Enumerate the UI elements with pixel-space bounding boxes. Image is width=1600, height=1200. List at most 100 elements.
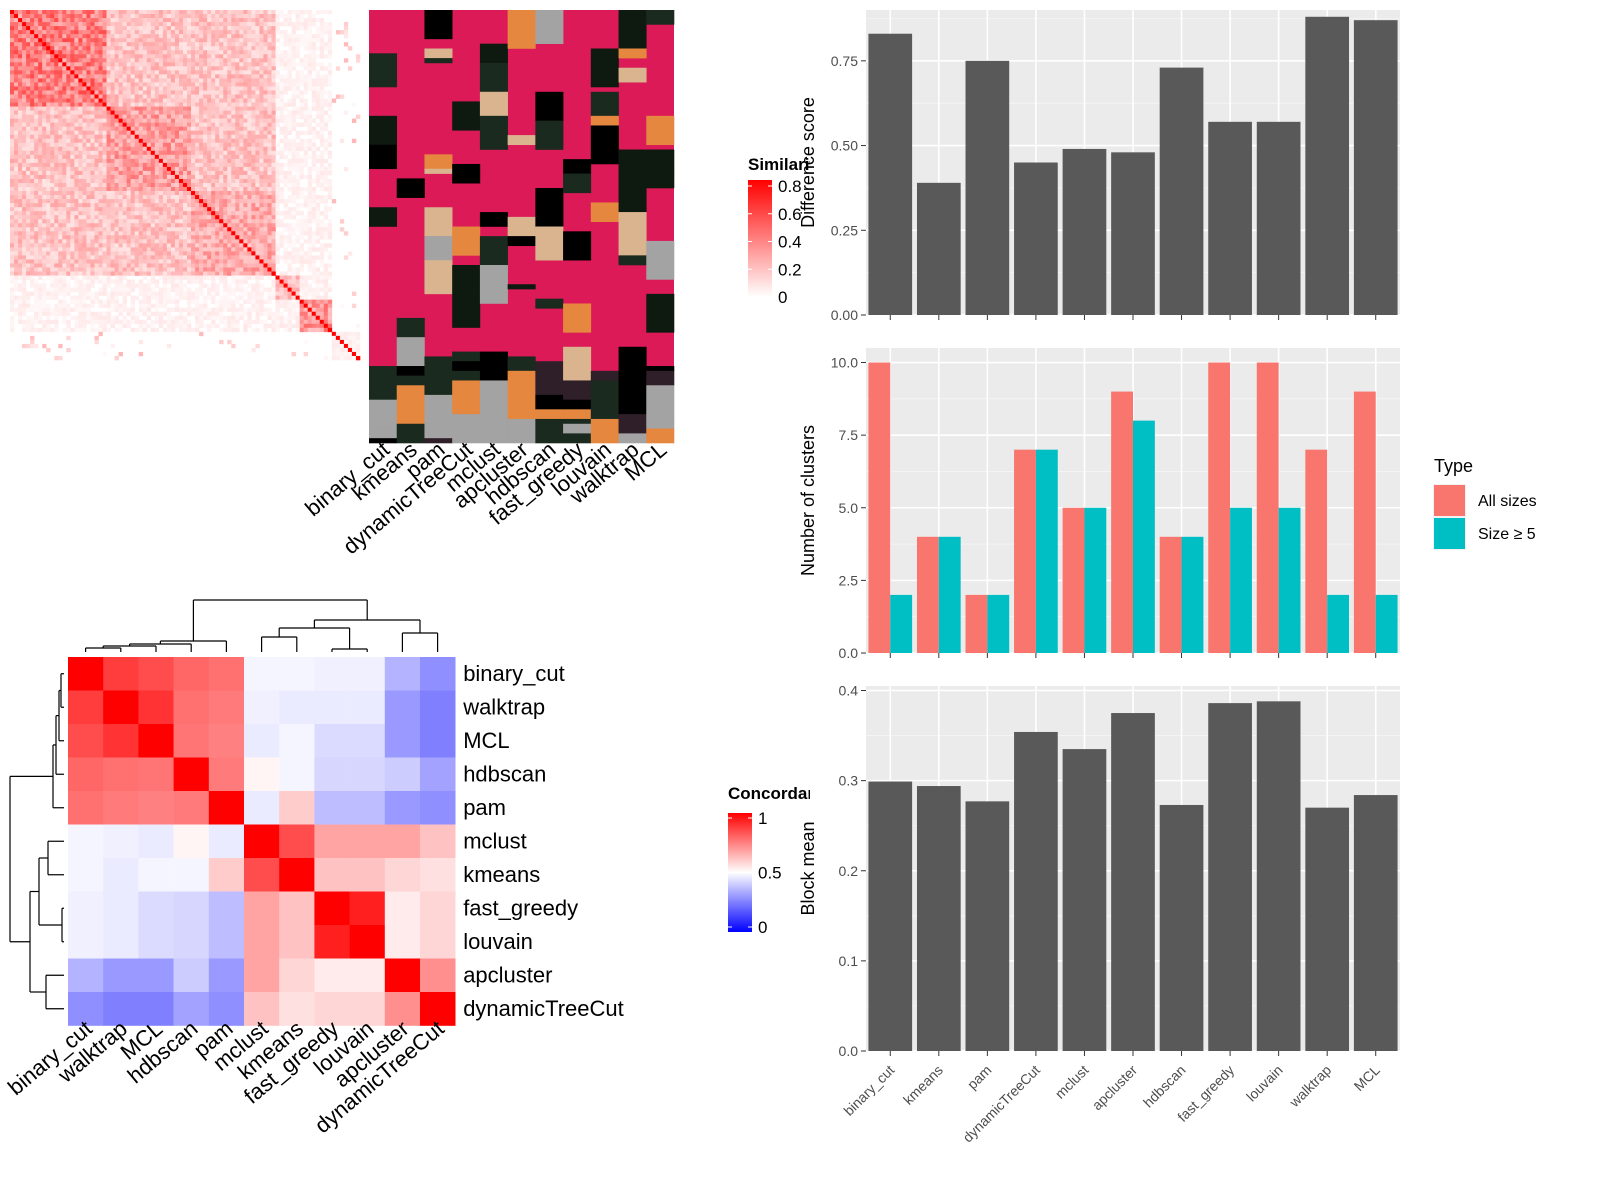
similarity-cell: [219, 58, 224, 63]
similarity-cell: [130, 211, 136, 216]
similarity-cell: [78, 30, 83, 35]
similarity-cell: [122, 182, 127, 188]
similarity-cell: [307, 30, 313, 35]
similarity-cell: [62, 271, 67, 276]
similarity-cell: [70, 150, 75, 156]
similarity-cell: [78, 187, 83, 192]
similarity-cell: [166, 50, 172, 55]
similarity-cell: [323, 54, 329, 59]
similarity-cell: [54, 199, 59, 204]
similarity-cell: [126, 102, 131, 107]
similarity-cell: [251, 166, 256, 172]
similarity-cell: [251, 70, 256, 75]
similarity-cell: [239, 54, 244, 59]
similarity-cell: [162, 243, 168, 248]
similarity-cell: [114, 279, 119, 284]
similarity-cell: [10, 30, 15, 35]
similarity-cell: [70, 299, 75, 304]
similarity-cell: [34, 287, 39, 292]
similarity-cell: [66, 30, 71, 35]
similarity-cell: [191, 231, 196, 236]
similarity-cell: [251, 94, 256, 99]
similarity-cell: [319, 46, 325, 51]
similarity-cell: [319, 142, 325, 148]
similarity-cell: [283, 34, 288, 39]
similarity-cell: [191, 247, 196, 252]
similarity-cell: [74, 303, 79, 308]
similarity-cell: [311, 14, 317, 19]
similarity-cell: [178, 223, 184, 228]
similarity-cell: [98, 279, 103, 284]
similarity-cell: [94, 38, 99, 43]
similarity-cell: [74, 211, 79, 216]
similarity-cell: [98, 106, 103, 111]
similarity-cell: [70, 235, 75, 240]
similarity-cell: [259, 66, 264, 71]
similarity-cell: [94, 30, 99, 35]
similarity-cell: [14, 263, 19, 268]
similarity-cell: [295, 74, 300, 79]
similarity-cell: [295, 130, 300, 136]
similarity-cell: [158, 94, 164, 99]
similarity-cell: [134, 283, 140, 288]
similarity-cell: [34, 243, 39, 248]
similarity-cell: [118, 287, 123, 292]
similarity-cell: [154, 174, 160, 180]
similarity-cell: [130, 30, 136, 35]
similarity-cell: [263, 86, 268, 91]
similarity-cell: [219, 178, 224, 184]
similarity-cell: [263, 191, 268, 196]
similarity-cell: [90, 18, 95, 23]
similarity-cell: [271, 191, 276, 196]
similarity-cell: [10, 199, 15, 204]
similarity-cell: [283, 14, 288, 19]
similarity-cell: [235, 182, 240, 188]
similarity-cell: [126, 203, 131, 208]
similarity-cell: [255, 106, 260, 111]
similarity-cell: [70, 134, 75, 140]
similarity-cell: [94, 271, 99, 276]
similarity-cell: [78, 227, 83, 232]
similarity-cell: [86, 54, 91, 59]
similarity-cell: [215, 34, 220, 39]
similarity-cell: [62, 142, 67, 148]
similarity-cell: [42, 150, 47, 156]
similarity-cell: [138, 219, 144, 224]
similarity-cell: [110, 343, 115, 349]
similarity-cell: [50, 78, 55, 83]
similarity-cell: [58, 247, 63, 252]
similarity-cell: [18, 251, 23, 256]
similarity-cell: [227, 50, 232, 55]
similarity-cell: [78, 50, 83, 55]
similarity-cell: [130, 54, 136, 59]
similarity-cell: [267, 166, 272, 172]
similarity-cell: [58, 291, 63, 296]
similarity-cell: [347, 66, 353, 71]
similarity-cell: [243, 18, 248, 23]
similarity-cell: [86, 199, 91, 204]
similarity-cell: [106, 195, 111, 200]
similarity-cell: [70, 82, 75, 87]
similarity-cell: [126, 106, 131, 111]
similarity-cell: [138, 146, 144, 152]
similarity-cell: [18, 223, 23, 228]
similarity-cell: [187, 78, 192, 83]
similarity-cell: [295, 26, 300, 31]
similarity-cell: [255, 166, 260, 172]
similarity-cell: [279, 191, 284, 196]
similarity-cell: [54, 195, 59, 200]
similarity-cell: [54, 283, 59, 288]
similarity-cell: [34, 46, 39, 51]
similarity-cell: [158, 38, 164, 43]
similarity-cell: [283, 114, 288, 119]
similarity-cell: [74, 247, 79, 252]
similarity-cell: [38, 211, 43, 216]
similarity-cell: [259, 170, 264, 176]
similarity-cell: [170, 174, 176, 180]
similarity-cell: [259, 102, 264, 107]
similarity-cell: [182, 90, 188, 95]
similarity-cell: [66, 22, 71, 27]
similarity-cell: [231, 74, 236, 79]
similarity-cell: [18, 98, 23, 103]
similarity-cell: [219, 14, 224, 19]
